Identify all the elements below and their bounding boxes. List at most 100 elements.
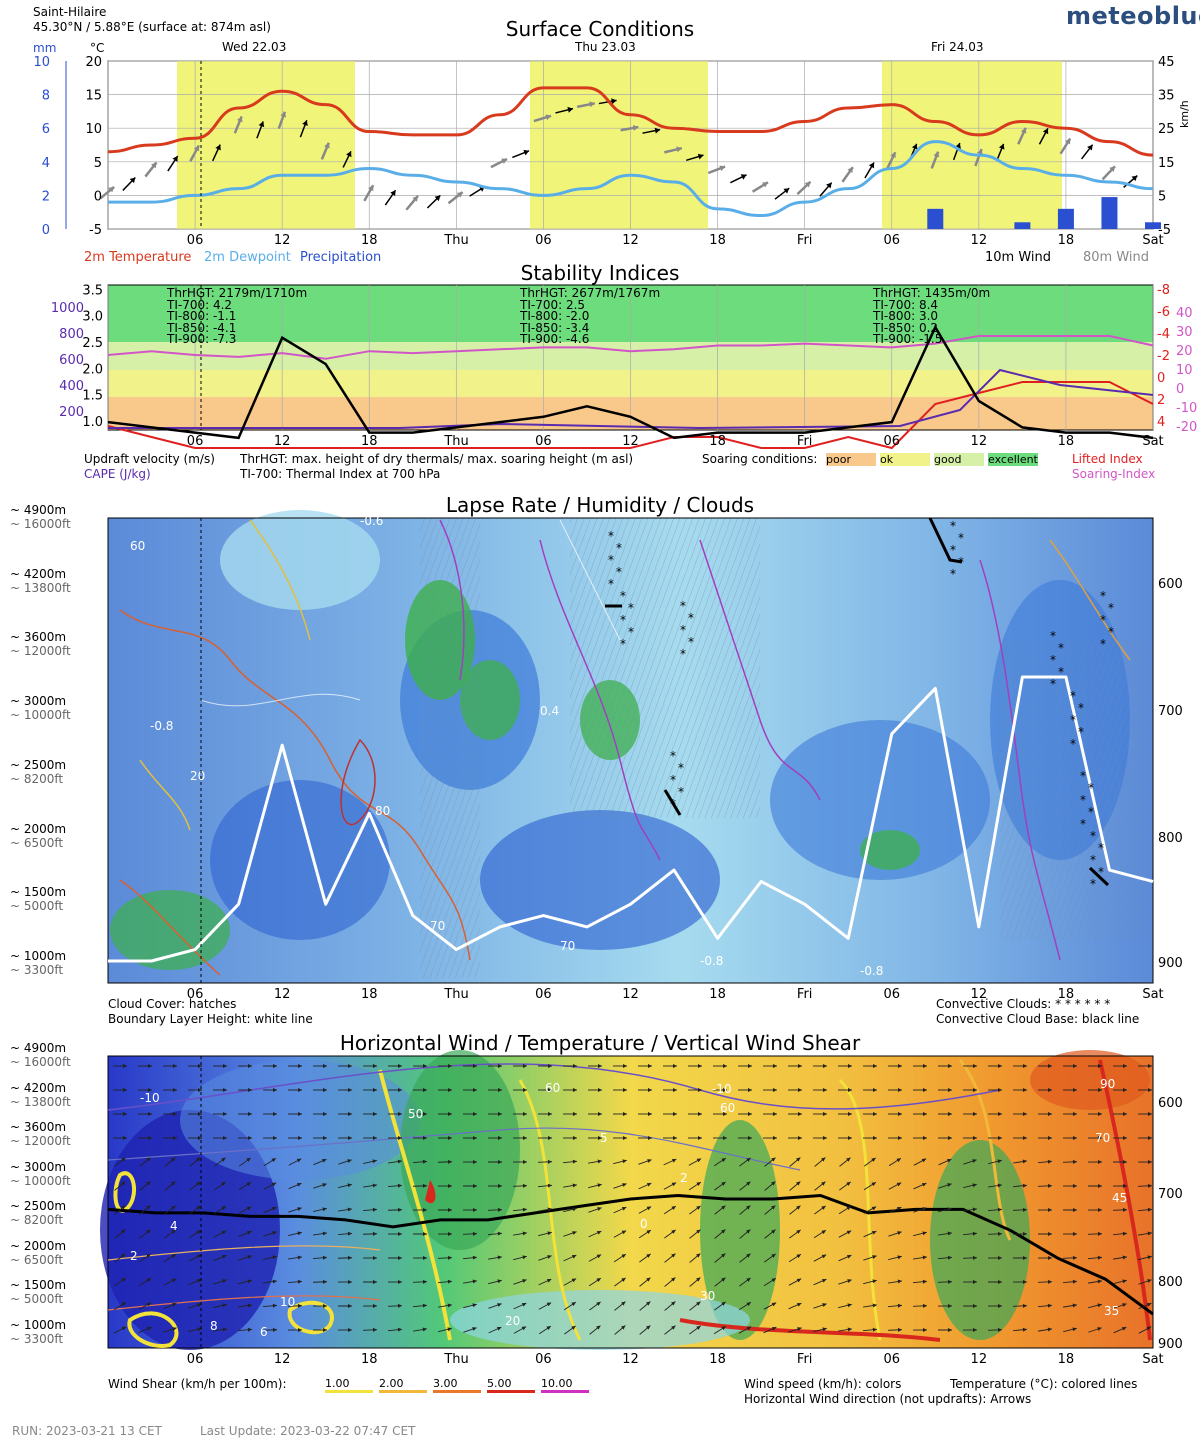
wind-arrow: [513, 1326, 527, 1334]
wind-arrow: [538, 1325, 552, 1335]
wind-arrow: [488, 1112, 502, 1116]
wind-arrow: [1012, 1207, 1028, 1212]
wind-arrow: [277, 111, 287, 130]
wind-arrow: [490, 157, 508, 169]
stability-block-1: ThrHGT: 2179m/1710m TI-700: 4.2 TI-800: -1…: [167, 286, 308, 346]
wind-arrow: [1112, 1183, 1128, 1188]
wind-arrow: [513, 1088, 527, 1092]
wind-arrow: [688, 1136, 702, 1140]
wind-arrow: [688, 1158, 702, 1166]
wind-arrow: [263, 1157, 277, 1167]
wind-arrow: [686, 153, 704, 162]
precip-bar: [1014, 222, 1031, 229]
wind-arrow: [113, 1112, 127, 1116]
wind-arrow: [814, 1205, 826, 1215]
wind-arrow: [313, 1231, 327, 1236]
wind-arrow: [913, 1182, 927, 1190]
wind-arrow: [887, 1303, 903, 1308]
wind-arrow: [1012, 1303, 1028, 1308]
wind-arrow: [437, 1207, 453, 1212]
contour-label: -0.8: [150, 719, 173, 733]
convective-star: *: [1080, 817, 1086, 831]
wind-arrow: [838, 1205, 852, 1215]
wind-arrow: [288, 1112, 302, 1116]
wind-arrow: [488, 1326, 502, 1334]
wind-arrow: [1138, 1112, 1152, 1116]
wind-arrow: [664, 1277, 676, 1287]
wind-arrow: [1138, 1231, 1152, 1236]
wind-arrow: [962, 1279, 978, 1284]
wind-tick: 5: [1158, 189, 1166, 204]
wind-arrow: [1137, 1183, 1153, 1188]
temp-tick: 0: [94, 189, 102, 204]
speed-label: 90: [1100, 1077, 1115, 1091]
wind-arrow: [938, 1183, 952, 1189]
wind-arrow: [320, 142, 330, 160]
contour-label: 60: [130, 539, 145, 553]
wind-arrow: [512, 1159, 528, 1164]
wind-arrow: [362, 1327, 378, 1332]
contour-label: 70: [560, 939, 575, 953]
wind-arrow: [1087, 1231, 1103, 1236]
convective-star: *: [1098, 865, 1104, 879]
wind-arrow: [164, 1205, 176, 1215]
wind-arrow: [963, 1207, 977, 1212]
soaring-tick: 20: [1176, 344, 1193, 359]
wind-arrow: [338, 1183, 352, 1189]
wind-arrow: [1113, 1064, 1127, 1068]
time-tick: 12: [622, 987, 639, 1002]
convective-star: *: [616, 565, 622, 579]
lifted-tick: -2: [1157, 349, 1170, 364]
height-m-label: ~ 3000m: [10, 694, 67, 709]
wind-arrow: [738, 1326, 752, 1334]
wind-arrow: [312, 1255, 328, 1260]
wind-arrow: [213, 1230, 227, 1238]
wind-arrow: [413, 1112, 427, 1116]
wind-arrow: [412, 1159, 428, 1164]
wind-arrow: [263, 1088, 277, 1092]
wind-arrow: [864, 162, 875, 179]
wind-arrow: [362, 1255, 378, 1260]
lifted-tick: 4: [1157, 415, 1165, 430]
wind-arrow: [974, 148, 983, 167]
stability-axes: 1.01.52.02.53.03.52004006008001000420-2-…: [51, 283, 1197, 435]
wind-arrow: [589, 1325, 601, 1335]
wind-arrow: [114, 1253, 126, 1263]
wind-arrow: [313, 1088, 327, 1092]
soaring-tick: 10: [1176, 363, 1193, 378]
wind-arrow: [388, 1136, 402, 1140]
wind-arrow: [563, 1183, 577, 1188]
wind-tick: -5: [1158, 223, 1171, 238]
lapse-plot-area: [107, 510, 1154, 984]
wind-arrow: [538, 1064, 552, 1068]
legend-thrhgt: ThrHGT: max. height of dry thermals/ max…: [240, 452, 634, 466]
temp-tick: 5: [94, 156, 102, 171]
wind-arrow: [337, 1231, 353, 1236]
wind-arrow: [188, 1229, 202, 1239]
wind-arrow: [841, 166, 854, 183]
lapse-contour-labels: -0.8 -0.6 -0.8 -0.8 0.4 60 70 20 70 80: [130, 514, 883, 978]
wind-arrow: [263, 1064, 277, 1068]
wind-arrow: [813, 1278, 827, 1286]
wind-arrow: [138, 1088, 152, 1092]
stability-block-3: ThrHGT: 1435m/0m TI-700: 8.4 TI-800: 3.0 TI…: [873, 286, 991, 346]
wind-arrow: [613, 1064, 627, 1068]
wind-arrow: [987, 1303, 1003, 1308]
time-tick: 18: [360, 987, 378, 1002]
height-m-label: ~ 2500m: [10, 1199, 67, 1214]
temp-label: 0: [640, 1217, 648, 1231]
wind-arrow: [263, 1136, 277, 1140]
meteoblue-logo[interactable]: meteoblue: [1066, 2, 1200, 30]
pressure-tick: 900: [1158, 956, 1183, 971]
time-tick: 06: [186, 233, 204, 248]
wind-arrow: [1037, 1159, 1053, 1164]
wind-arrow: [462, 1255, 478, 1260]
height-m-label: ~ 1000m: [10, 949, 67, 963]
pressure-tick: 600: [1158, 577, 1183, 592]
wind-arrow: [689, 1253, 701, 1263]
wind-arrow: [638, 1136, 652, 1140]
wind-arrow: [537, 1159, 553, 1164]
speed-label: 35: [1104, 1304, 1119, 1318]
updraft-line: [107, 324, 1154, 440]
convective-star: *: [1058, 665, 1064, 679]
